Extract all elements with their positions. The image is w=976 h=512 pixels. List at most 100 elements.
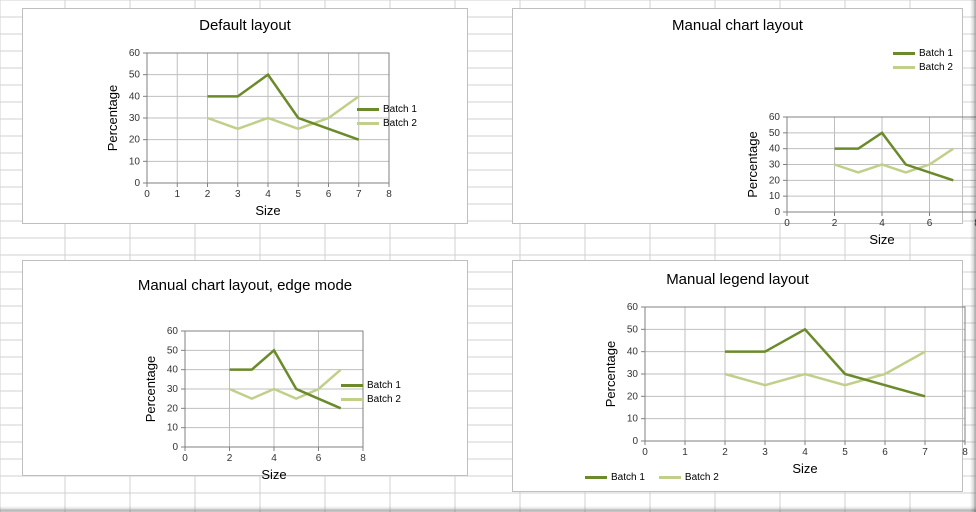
svg-text:4: 4 xyxy=(265,189,271,200)
legend-item: Batch 1 xyxy=(357,104,417,115)
chart-c2[interactable]: Manual chart layout024680102030405060Siz… xyxy=(512,8,963,224)
svg-text:3: 3 xyxy=(235,189,241,200)
svg-text:10: 10 xyxy=(167,423,179,434)
plot-area: 024680102030405060SizePercentage xyxy=(135,323,313,439)
svg-text:20: 20 xyxy=(129,135,141,146)
legend-label: Batch 1 xyxy=(611,472,645,483)
svg-text:60: 60 xyxy=(129,48,141,59)
svg-text:7: 7 xyxy=(922,447,928,458)
svg-text:2: 2 xyxy=(205,189,211,200)
svg-text:4: 4 xyxy=(879,218,885,229)
svg-text:10: 10 xyxy=(627,414,639,425)
svg-text:0: 0 xyxy=(134,178,140,189)
chart-c1[interactable]: Default layout0123456780102030405060Size… xyxy=(22,8,468,224)
svg-text:Percentage: Percentage xyxy=(745,131,760,198)
plot-area: 0123456780102030405060SizePercentage xyxy=(595,299,915,433)
svg-text:0: 0 xyxy=(784,218,790,229)
svg-text:2: 2 xyxy=(832,218,838,229)
svg-text:Percentage: Percentage xyxy=(603,341,618,408)
svg-text:8: 8 xyxy=(962,447,968,458)
legend: Batch 1 Batch 2 xyxy=(357,101,417,132)
svg-text:30: 30 xyxy=(129,113,141,124)
svg-text:20: 20 xyxy=(769,175,781,186)
legend-label: Batch 1 xyxy=(383,104,417,115)
legend-swatch xyxy=(341,384,363,387)
svg-text:4: 4 xyxy=(802,447,808,458)
shadow-bottom xyxy=(0,506,976,512)
svg-text:50: 50 xyxy=(167,345,179,356)
legend-item: Batch 1 xyxy=(585,472,645,483)
svg-text:10: 10 xyxy=(129,156,141,167)
svg-text:6: 6 xyxy=(882,447,888,458)
legend-label: Batch 1 xyxy=(919,48,953,59)
svg-text:40: 40 xyxy=(129,91,141,102)
svg-text:60: 60 xyxy=(167,326,179,337)
legend-swatch xyxy=(659,476,681,479)
legend-label: Batch 2 xyxy=(383,118,417,129)
svg-text:60: 60 xyxy=(627,302,639,313)
chart-title: Manual legend layout xyxy=(513,271,962,288)
svg-text:2: 2 xyxy=(722,447,728,458)
legend-item: Batch 2 xyxy=(659,472,719,483)
svg-text:0: 0 xyxy=(774,207,780,218)
svg-text:40: 40 xyxy=(769,144,781,155)
legend-label: Batch 2 xyxy=(367,394,401,405)
svg-text:0: 0 xyxy=(642,447,648,458)
svg-text:7: 7 xyxy=(356,189,362,200)
legend-swatch xyxy=(341,398,363,401)
legend-swatch xyxy=(357,122,379,125)
legend-swatch xyxy=(585,476,607,479)
svg-text:20: 20 xyxy=(167,403,179,414)
chart-c3[interactable]: Manual chart layout, edge mode 0 2 4 6 8 0 10 20… xyxy=(22,260,468,476)
legend-swatch xyxy=(357,108,379,111)
svg-text:30: 30 xyxy=(769,160,781,171)
svg-text:Size: Size xyxy=(869,232,894,247)
svg-text:8: 8 xyxy=(386,189,392,200)
legend: Batch 1 Batch 2 xyxy=(341,377,401,408)
chart-c4[interactable]: Manual legend layout01234567801020304050… xyxy=(512,260,963,492)
svg-text:30: 30 xyxy=(167,384,179,395)
legend-item: Batch 1 xyxy=(893,48,953,59)
svg-text:10: 10 xyxy=(769,191,781,202)
svg-text:40: 40 xyxy=(627,347,639,358)
svg-text:20: 20 xyxy=(627,391,639,402)
svg-text:6: 6 xyxy=(927,218,933,229)
svg-text:1: 1 xyxy=(174,189,180,200)
svg-text:1: 1 xyxy=(682,447,688,458)
svg-text:5: 5 xyxy=(842,447,848,458)
svg-text:0: 0 xyxy=(172,442,178,453)
svg-text:Size: Size xyxy=(261,467,286,482)
svg-text:Percentage: Percentage xyxy=(143,356,158,423)
svg-text:5: 5 xyxy=(295,189,301,200)
legend-label: Batch 2 xyxy=(685,472,719,483)
svg-text:6: 6 xyxy=(326,189,332,200)
svg-text:30: 30 xyxy=(627,369,639,380)
legend: Batch 1 Batch 2 xyxy=(893,45,953,76)
legend: Batch 1 Batch 2 xyxy=(585,471,733,483)
chart-title: Manual chart layout xyxy=(513,17,962,34)
svg-text:50: 50 xyxy=(129,70,141,81)
shadow-right xyxy=(970,0,976,512)
svg-text:4: 4 xyxy=(271,453,277,464)
svg-text:3: 3 xyxy=(762,447,768,458)
chart-title: Manual chart layout, edge mode xyxy=(23,277,467,294)
svg-text:6: 6 xyxy=(316,453,322,464)
svg-text:2: 2 xyxy=(227,453,233,464)
legend-swatch xyxy=(893,66,915,69)
svg-text:60: 60 xyxy=(769,112,781,123)
legend-label: Batch 2 xyxy=(919,62,953,73)
legend-item: Batch 2 xyxy=(893,62,953,73)
legend-label: Batch 1 xyxy=(367,380,401,391)
svg-text:Size: Size xyxy=(792,461,817,476)
plot-area: 024680102030405060SizePercentage xyxy=(737,109,927,204)
svg-text:40: 40 xyxy=(167,365,179,376)
svg-text:0: 0 xyxy=(182,453,188,464)
legend-item: Batch 2 xyxy=(357,118,417,129)
spreadsheet-viewport: Default layout0123456780102030405060Size… xyxy=(0,0,976,512)
svg-text:Size: Size xyxy=(255,203,280,218)
svg-text:8: 8 xyxy=(360,453,366,464)
svg-text:0: 0 xyxy=(632,436,638,447)
legend-item: Batch 2 xyxy=(341,394,401,405)
chart-title: Default layout xyxy=(23,17,467,34)
plot-area: 0123456780102030405060SizePercentage xyxy=(97,45,339,175)
